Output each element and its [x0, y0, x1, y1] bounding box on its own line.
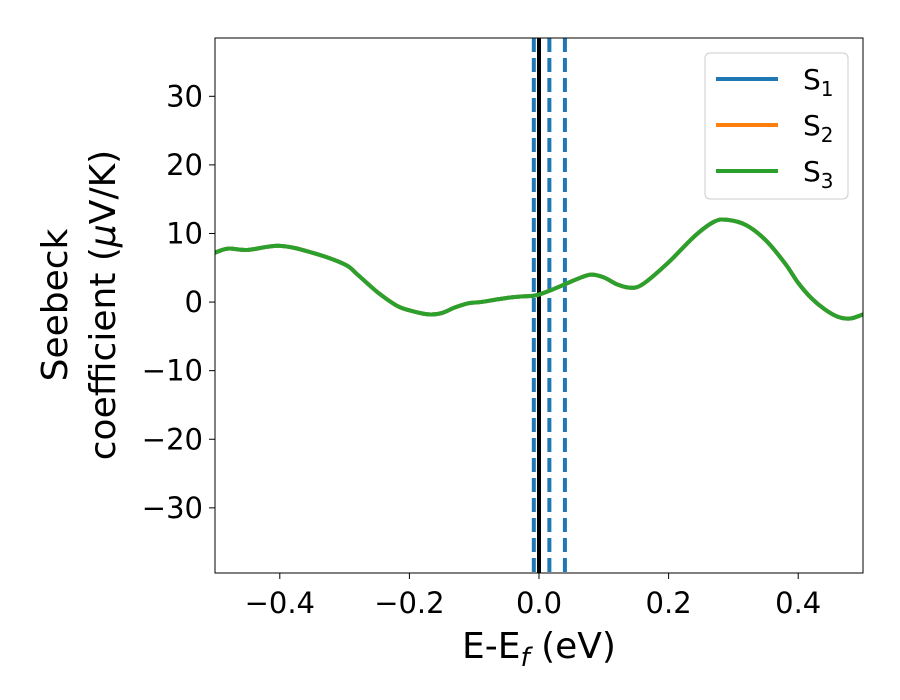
legend-label-s3: S3 — [803, 155, 834, 193]
y-axis-label-line2: coefficient (μV/K) — [83, 150, 124, 460]
y-tick-label: −20 — [142, 422, 203, 456]
x-axis-label: E-Ef (eV) — [462, 626, 616, 673]
x-tick-label: 0.0 — [516, 586, 562, 620]
y-tick-label: 30 — [166, 79, 203, 113]
x-tick-label: 0.4 — [775, 586, 821, 620]
y-tick-label: 10 — [166, 216, 203, 250]
y-axis-label-line1: Seebeck — [35, 228, 76, 381]
series-lines — [215, 217, 863, 321]
y-tick-label: −10 — [142, 354, 203, 388]
y-tick-label: −30 — [142, 491, 203, 525]
x-tick-label: −0.4 — [245, 586, 315, 620]
legend: S1 S2 S3 — [704, 52, 849, 200]
reference-lines — [531, 38, 567, 573]
legend-label-s2: S2 — [803, 109, 834, 147]
legend-label-s1: S1 — [803, 63, 834, 101]
y-axis: −30 −20 −10 0 10 20 30 — [142, 79, 215, 525]
y-tick-label: 20 — [166, 148, 203, 182]
y-tick-label: 0 — [185, 285, 203, 319]
y-axis-label: Seebeck coefficient (μV/K) — [35, 150, 124, 460]
series-line-s3 — [215, 217, 863, 321]
x-tick-label: 0.2 — [646, 586, 692, 620]
x-tick-label: −0.2 — [374, 586, 444, 620]
x-axis: −0.4 −0.2 0.0 0.2 0.4 — [245, 573, 821, 620]
